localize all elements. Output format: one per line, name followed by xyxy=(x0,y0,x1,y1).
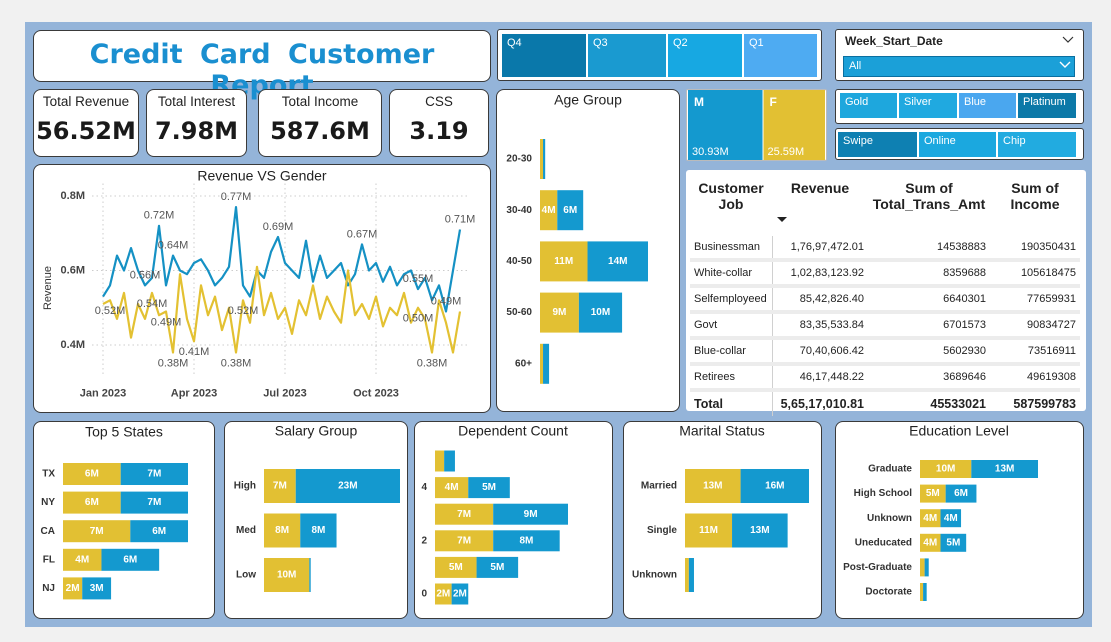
quarter-tile[interactable]: Q4 xyxy=(502,34,586,77)
table-cell: Businessman xyxy=(690,236,773,262)
week-slicer: Week_Start_Date All xyxy=(835,29,1084,81)
quarter-tile[interactable]: Q3 xyxy=(588,34,666,77)
kpi-value: 3.19 xyxy=(409,117,469,145)
total-cell: 587599783 xyxy=(990,389,1080,416)
table-row: Selfemployeed 85,42,826.40 6640301 77659931 xyxy=(690,286,1080,314)
kpi-label: Total Interest xyxy=(157,94,236,109)
table-cell: 90834727 xyxy=(990,312,1080,340)
salary-panel xyxy=(224,421,408,619)
table-cell: 70,40,606.42 xyxy=(772,338,868,366)
table-cell: White-collar xyxy=(690,260,773,288)
kpi-card: Total Interest 7.98M xyxy=(146,89,247,157)
title-panel: Credit Card Customer Report xyxy=(33,30,491,101)
table-cell: 49619308 xyxy=(990,364,1080,392)
week-dropdown[interactable]: All xyxy=(843,56,1075,77)
table-cell: 73516911 xyxy=(990,338,1080,366)
table-row: White-collar 1,02,83,123.92 8359688 1056184… xyxy=(690,260,1080,288)
column-header: Customer Job xyxy=(698,180,764,212)
total-cell: 5,65,17,010.81 xyxy=(772,389,868,416)
kpi-label: Total Income xyxy=(281,94,359,109)
kpi-label: Total Revenue xyxy=(42,94,130,109)
kpi-card: Total Revenue 56.52M xyxy=(33,89,139,157)
states-panel xyxy=(33,421,215,619)
card-category-tile[interactable]: Platinum xyxy=(1018,93,1076,118)
kpi-value: 7.98M xyxy=(154,117,239,145)
table-header: Customer Job Revenue Sum of Total_Trans_Am… xyxy=(690,176,1080,236)
week-slicer-label: Week_Start_Date xyxy=(845,34,943,48)
table-panel: Customer Job Revenue Sum of Total_Trans_Am… xyxy=(686,170,1086,416)
column-header: Sum of Income xyxy=(1010,180,1060,212)
quarter-tile[interactable]: Q2 xyxy=(668,34,742,77)
quarter-tile[interactable]: Q1 xyxy=(744,34,817,77)
use-chip-tile[interactable]: Swipe xyxy=(838,132,917,157)
table-cell: 6701573 xyxy=(868,312,990,340)
table-cell: Selfemployeed xyxy=(690,286,773,314)
table-cell: 46,17,448.22 xyxy=(772,364,868,392)
kpi-card: Total Income 587.6M xyxy=(258,89,382,157)
table-cell: 1,76,97,472.01 xyxy=(772,236,868,262)
table-cell: 1,02,83,123.92 xyxy=(772,260,868,288)
table-cell: Blue-collar xyxy=(690,338,773,366)
job-table: Customer Job Revenue Sum of Total_Trans_Am… xyxy=(690,176,1080,416)
total-row: Total 5,65,17,010.81 45533021 587599783 xyxy=(690,389,1080,416)
table-cell: 14538883 xyxy=(868,236,990,262)
kpi-card: CSS 3.19 xyxy=(389,89,489,157)
table-cell: 105618475 xyxy=(990,260,1080,288)
line-panel xyxy=(33,164,491,413)
education-panel xyxy=(835,421,1084,619)
table-row: Businessman 1,76,97,472.01 14538883 1903504… xyxy=(690,236,1080,262)
table-cell: 85,42,826.40 xyxy=(772,286,868,314)
report-title: Credit Card Customer Report xyxy=(89,39,435,101)
total-cell: Total xyxy=(690,389,773,416)
use-chip-tile[interactable]: Online xyxy=(919,132,996,157)
table-cell: 5602930 xyxy=(868,338,990,366)
dependent-panel xyxy=(414,421,613,619)
use-chip-tile[interactable]: Chip xyxy=(998,132,1076,157)
table-row: Govt 83,35,533.84 6701573 90834727 xyxy=(690,312,1080,340)
table-cell: 83,35,533.84 xyxy=(772,312,868,340)
table-cell: 77659931 xyxy=(990,286,1080,314)
card-category-tile[interactable]: Gold xyxy=(840,93,897,118)
marital-panel xyxy=(623,421,822,619)
column-header: Revenue xyxy=(790,180,850,196)
table-cell: 6640301 xyxy=(868,286,990,314)
total-cell: 45533021 xyxy=(868,389,990,416)
card-category-tile[interactable]: Blue xyxy=(959,93,1016,118)
table-cell: 190350431 xyxy=(990,236,1080,262)
column-header: Sum of Total_Trans_Amt xyxy=(872,180,986,212)
table-body: Businessman 1,76,97,472.01 14538883 1903504… xyxy=(690,236,1080,416)
table-row: Retirees 46,17,448.22 3689646 49619308 xyxy=(690,364,1080,392)
table-cell: Govt xyxy=(690,312,773,340)
kpi-label: CSS xyxy=(425,94,453,109)
table-cell: Retirees xyxy=(690,364,773,392)
gender-panel xyxy=(686,89,827,161)
kpi-value: 56.52M xyxy=(36,117,136,145)
kpi-value: 587.6M xyxy=(270,117,370,145)
table-cell: 8359688 xyxy=(868,260,990,288)
card-category-tile[interactable]: Silver xyxy=(899,93,957,118)
table-cell: 3689646 xyxy=(868,364,990,392)
age-panel xyxy=(496,89,680,412)
table-row: Blue-collar 70,40,606.42 5602930 73516911 xyxy=(690,338,1080,366)
